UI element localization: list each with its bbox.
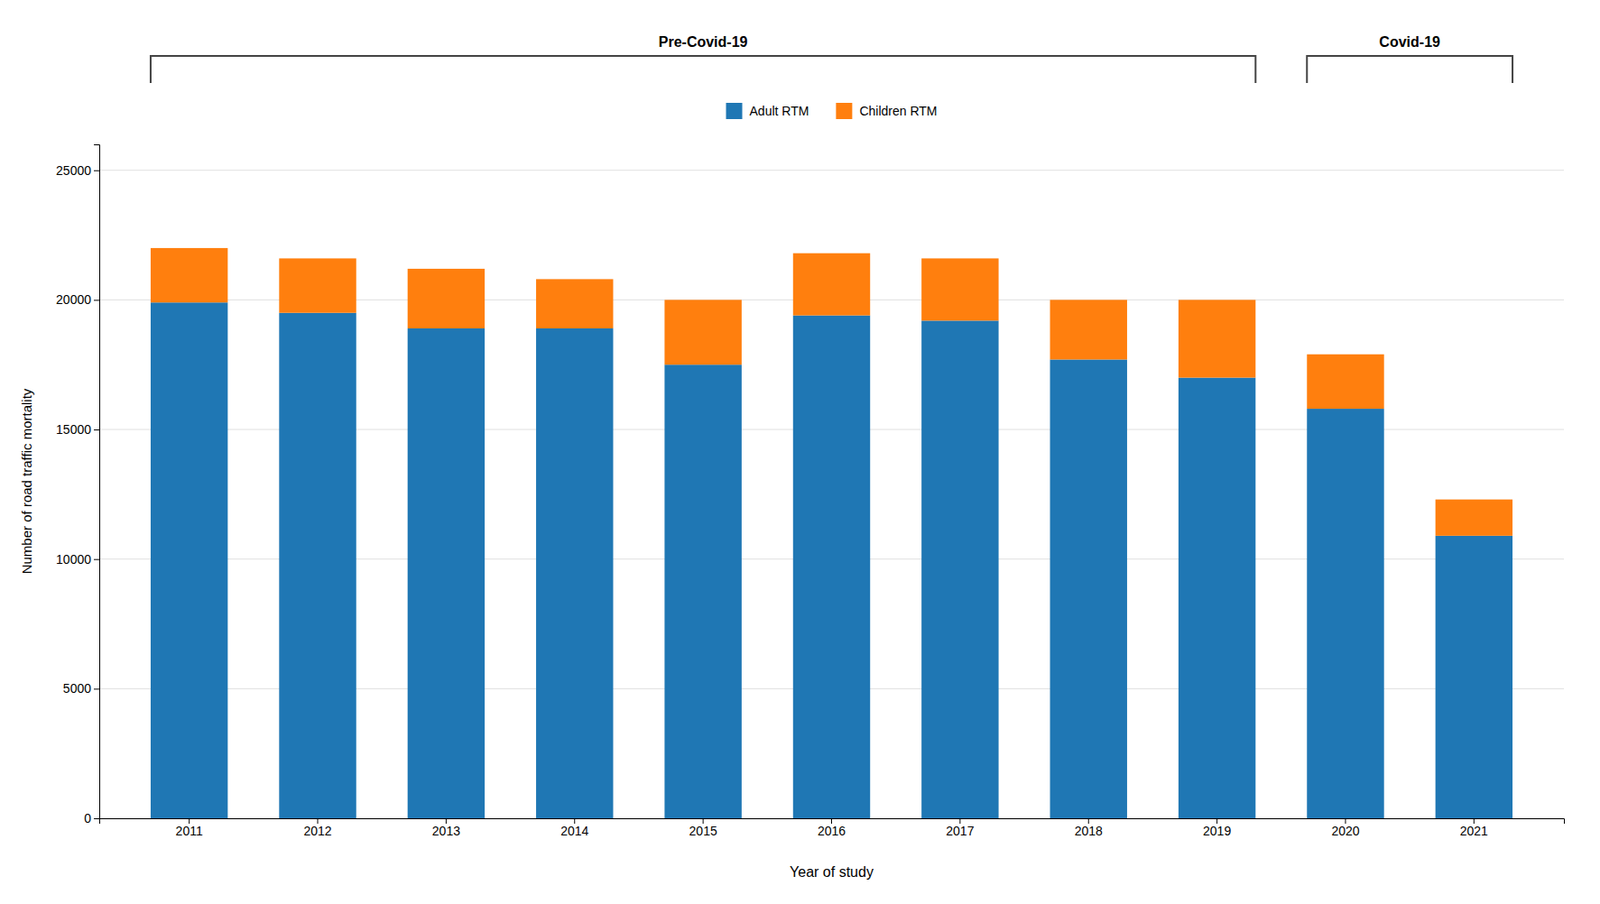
bar [536,278,613,329]
tick: 2021 [1460,818,1489,839]
annotation: Pre-Covid-19 [658,34,749,50]
tick-label: 2012 [303,823,332,839]
tick-label: 25000 [55,163,92,178]
tick-label: 2019 [1202,823,1231,839]
tick-label: 2011 [175,823,204,839]
tick: 2015 [689,818,718,839]
legend-swatch [835,102,852,120]
bar [407,268,485,329]
tick-label: 2016 [817,823,846,839]
legend-label: Adult RTM [749,103,810,119]
bar [1050,359,1128,819]
tick-label: 2021 [1460,823,1489,839]
tick-mark [93,170,100,172]
tick: 15000 [55,422,100,437]
tick-label: 2020 [1331,823,1360,839]
bar [921,320,999,819]
tick-label: 2013 [432,823,461,839]
bar [150,302,228,819]
bar [664,299,741,365]
legend-swatch [726,102,743,120]
bracket [150,55,1256,84]
axis-line [93,145,101,820]
bracket [1306,55,1513,84]
tick: 10000 [55,552,100,567]
bracket-line [150,55,1256,84]
tick-label: 5000 [63,681,92,696]
tick-mark [93,429,100,431]
tick: 2019 [1202,818,1231,839]
tick-label: 2015 [689,823,718,839]
plot: 0500010000150002000025000201120122013201… [55,145,1564,839]
tick: 2017 [945,818,974,839]
tick-label: 20000 [55,292,92,307]
bar [1306,408,1384,819]
chart: 0500010000150002000025000201120122013201… [0,0,1600,904]
bar [793,253,870,316]
grid [99,170,1564,819]
x-axis-title: Year of study [789,864,874,880]
tick-mark [93,559,100,561]
y-axis-title: Number of road traffic mortality [18,388,35,574]
series [150,302,1513,819]
bar [407,328,485,819]
tick-label: 2017 [945,823,974,839]
legend-item: Adult RTM [726,102,810,120]
bar [1178,378,1256,819]
tick: 20000 [55,292,100,307]
tick: 5000 [63,681,100,696]
bar [1435,536,1513,819]
bar [921,258,999,321]
grid-line [99,169,1564,171]
bars [150,248,1513,819]
tick: 2012 [303,818,332,839]
tick-label: 15000 [55,422,92,437]
tick: 0 [83,811,100,826]
y-axis: 0 5000 10000 15000 20000 25000 [55,145,100,826]
legend: Adult RTM Children RTM [726,102,938,120]
bar [536,328,613,819]
legend-item: Children RTM [835,102,937,120]
bar [1435,499,1513,537]
tick: 2020 [1331,818,1360,839]
bar [150,248,228,303]
x-axis: 2011 2012 2013 2014 2015 2016 2017 2018 2019 2020… [100,818,1565,839]
annotations: Pre-Covid-19 Covid-19 [150,34,1513,84]
tick-label: 2018 [1074,823,1103,839]
tick: 2016 [817,818,846,839]
tick-mark [93,818,100,820]
bar [664,364,741,819]
tick: 25000 [55,163,100,178]
bar [278,313,356,819]
bar [1306,354,1384,409]
tick: 2011 [175,818,204,839]
tick-label: 10000 [55,552,92,567]
bar [278,258,356,313]
tick-label: 0 [83,811,92,826]
tick-mark [93,299,100,301]
bar [793,315,870,819]
annotation: Covid-19 [1378,34,1441,50]
tick: 2014 [560,818,589,839]
tick: 2018 [1074,818,1103,839]
tick: 2013 [432,818,461,839]
bracket-line [1306,55,1513,84]
bar [1050,299,1128,360]
legend-label: Children RTM [859,103,937,119]
tick-mark [93,688,100,690]
series [150,248,1513,537]
tick-label: 2014 [560,823,589,839]
bar [1178,299,1256,378]
